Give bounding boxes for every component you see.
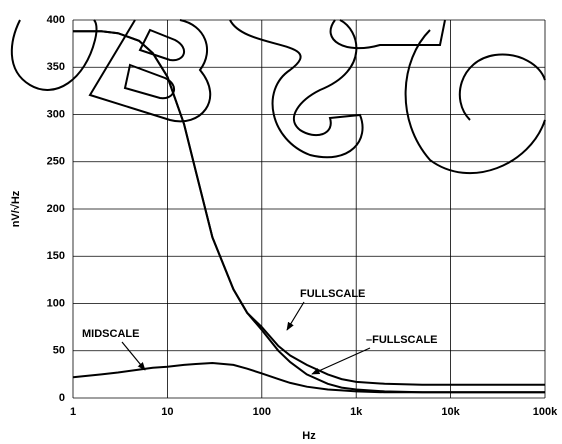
label-arrow xyxy=(311,347,371,375)
x-tick-label: 10k xyxy=(441,406,460,418)
y-tick-label: 350 xyxy=(47,61,65,73)
y-tick-label: 400 xyxy=(47,14,65,26)
x-tick-label: 1 xyxy=(70,406,76,418)
series-line xyxy=(72,361,545,394)
series-line xyxy=(73,30,545,394)
y-tick-label: 50 xyxy=(53,345,65,357)
y-axis-label: nV/√Hz xyxy=(10,190,22,227)
label-arrow xyxy=(121,341,146,371)
x-tick-label: 1k xyxy=(350,406,363,418)
watermark xyxy=(10,19,546,175)
y-tick-label: 150 xyxy=(47,250,65,262)
y-tick-label: 200 xyxy=(47,203,65,215)
x-tick-label: 10 xyxy=(161,406,173,418)
series-line xyxy=(73,30,545,386)
label-arrow xyxy=(286,301,305,331)
y-tick-label: 100 xyxy=(47,297,65,309)
y-tick-label: 0 xyxy=(59,392,65,404)
x-tick-label: 100k xyxy=(533,406,558,418)
y-tick-label: 250 xyxy=(47,156,65,168)
y-tick-label: 300 xyxy=(47,108,65,120)
series-label: FULLSCALE xyxy=(300,288,365,300)
x-axis-label: Hz xyxy=(302,430,316,442)
series-label: –FULLSCALE xyxy=(366,334,438,346)
x-tick-label: 100 xyxy=(253,406,271,418)
series-label: MIDSCALE xyxy=(82,328,139,340)
